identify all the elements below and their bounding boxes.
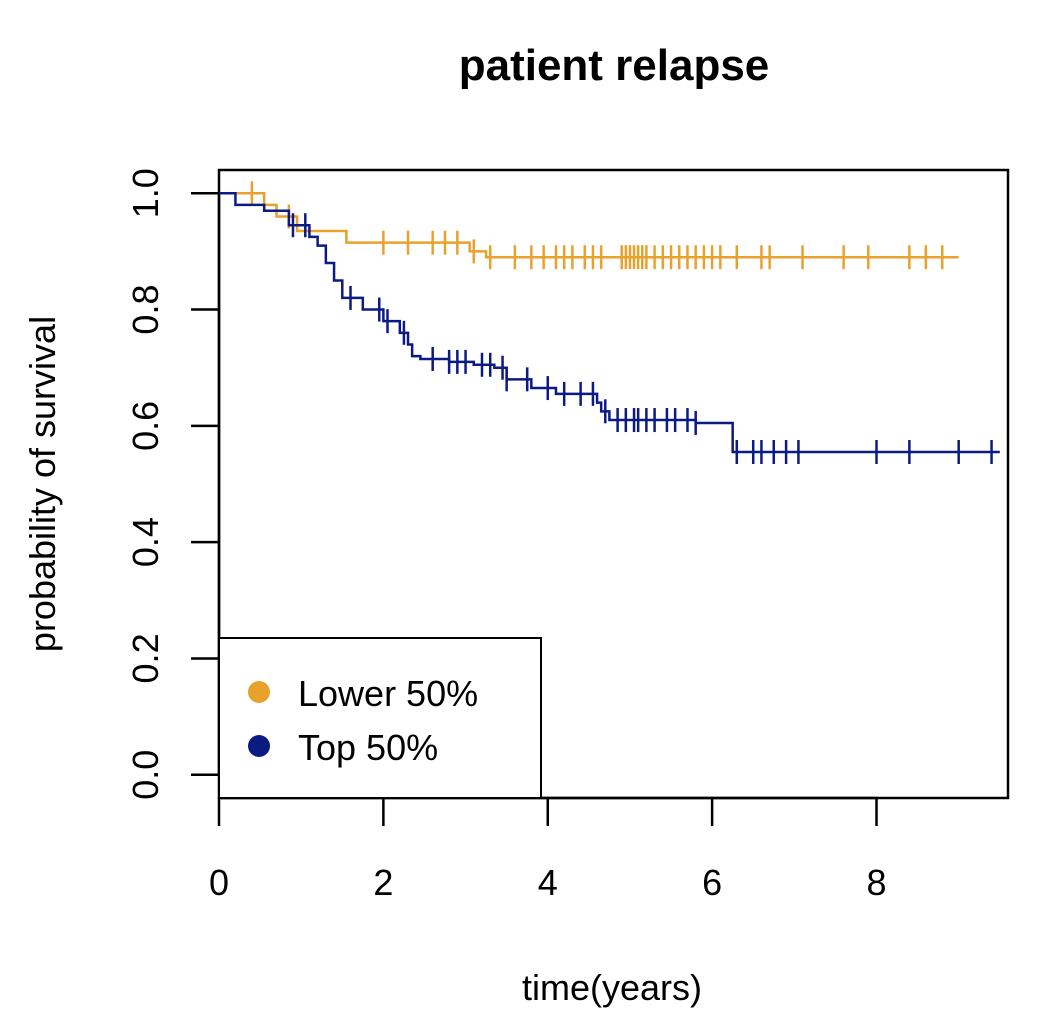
y-tick-label: 0.4	[125, 517, 166, 567]
legend-label-lower: Lower 50%	[298, 673, 478, 714]
x-tick-label: 2	[373, 862, 393, 903]
x-axis-label: time(years)	[522, 967, 702, 1008]
x-tick-label: 8	[866, 862, 886, 903]
legend-marker-lower	[248, 681, 270, 703]
series-layer	[219, 181, 1000, 465]
legend-label-top: Top 50%	[298, 727, 438, 768]
y-tick-label: 0.2	[125, 633, 166, 683]
y-axis-label: probability of survival	[22, 316, 63, 652]
x-tick-label: 6	[702, 862, 722, 903]
series-1	[219, 192, 1000, 465]
legend: Lower 50% Top 50%	[218, 637, 542, 799]
survival-curve	[219, 192, 959, 259]
x-tick-label: 4	[538, 862, 558, 903]
y-tick-label: 0.8	[125, 285, 166, 335]
legend-marker-top	[248, 735, 270, 757]
y-axis: 0.0 0.2 0.4 0.6 0.8 1.0	[125, 168, 221, 800]
survival-curve	[219, 192, 1000, 454]
y-tick-label: 0.0	[125, 750, 166, 800]
series-0	[219, 181, 959, 270]
x-axis: 0 2 4 6 8	[209, 796, 887, 903]
x-tick-label: 0	[209, 862, 229, 903]
y-tick-label: 0.6	[125, 401, 166, 451]
legend-box	[218, 637, 542, 799]
chart-title: patient relapse	[459, 41, 770, 90]
y-tick-label: 1.0	[125, 168, 166, 218]
